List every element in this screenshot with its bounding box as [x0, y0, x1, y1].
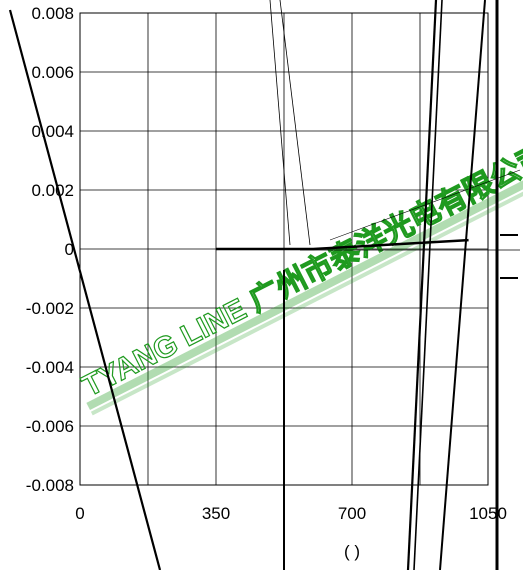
- y-axis-ticks: -0.008 -0.006 -0.004 -0.002 0 0.002 0.004 0.006…: [26, 4, 74, 495]
- watermark-band: [86, 166, 523, 410]
- series: [216, 238, 469, 251]
- x-tick-label: 700: [338, 504, 366, 523]
- streak-line: [329, 169, 521, 241]
- x-tick-label: 0: [75, 504, 84, 523]
- y-tick-label: 0.006: [31, 63, 74, 82]
- watermark-band-2: [90, 175, 523, 416]
- streak-line: [279, 0, 311, 246]
- streak-line: [439, 0, 486, 570]
- series-line: [216, 238, 469, 251]
- streak-line: [413, 0, 443, 570]
- x-axis-label: ( ): [344, 542, 360, 561]
- y-tick-label: 0.004: [31, 122, 74, 141]
- decorative-strokes: [8, 0, 521, 570]
- x-tick-label: 1050: [469, 504, 507, 523]
- x-axis-ticks: 0 350 700 1050: [75, 504, 507, 523]
- y-tick-label: 0.008: [31, 4, 74, 23]
- streak-line: [269, 0, 291, 246]
- y-tick-label: -0.008: [26, 476, 74, 495]
- streak-line: [406, 0, 438, 570]
- y-tick-label: -0.006: [26, 417, 74, 436]
- grid: [79, 12, 489, 486]
- y-tick-label: -0.002: [26, 299, 74, 318]
- y-tick-label: 0.002: [31, 181, 74, 200]
- streak-line: [8, 9, 162, 570]
- x-tick-label: 350: [202, 504, 230, 523]
- y-tick-label: 0: [65, 240, 74, 259]
- y-tick-label: -0.004: [26, 358, 74, 377]
